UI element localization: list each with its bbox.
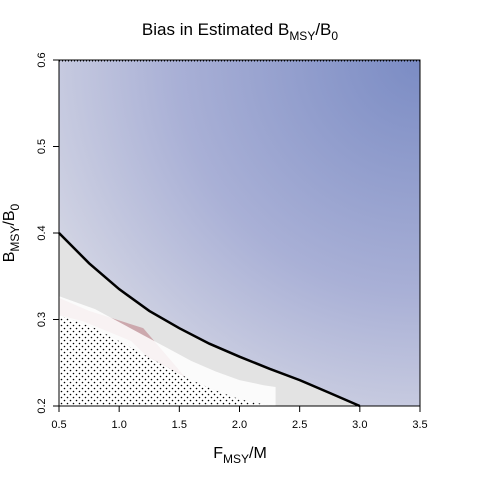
x-tick-label: 1.0 xyxy=(112,419,127,431)
stippled-region-dots xyxy=(59,315,276,406)
x-tick-label: 2.0 xyxy=(232,419,247,431)
y-tick-label: 0.6 xyxy=(36,52,48,67)
y-tick-label: 0.4 xyxy=(36,225,48,240)
reference-curve xyxy=(58,232,361,408)
x-tick-label: 3.5 xyxy=(412,419,427,431)
y-axis: 0.2 0.3 0.4 0.5 0.6 xyxy=(36,52,59,414)
x-tick-label: 2.5 xyxy=(292,419,307,431)
x-tick-label: 1.5 xyxy=(172,419,187,431)
heatmap-surface xyxy=(59,60,420,406)
x-tick-label: 3.0 xyxy=(352,419,367,431)
x-axis-title: FMSY/M xyxy=(213,445,267,466)
y-axis-title: BMSY/B0 xyxy=(1,203,22,262)
y-tick-label: 0.5 xyxy=(36,139,48,154)
y-tick-label: 0.2 xyxy=(36,398,48,413)
x-tick-label: 0.5 xyxy=(51,419,66,431)
y-tick-label: 0.3 xyxy=(36,312,48,327)
x-axis: 0.5 1.0 1.5 2.0 2.5 3.0 3.5 xyxy=(51,406,428,431)
white-band xyxy=(59,289,276,406)
chart-title: Bias in Estimated BMSY/B0 xyxy=(142,20,338,43)
